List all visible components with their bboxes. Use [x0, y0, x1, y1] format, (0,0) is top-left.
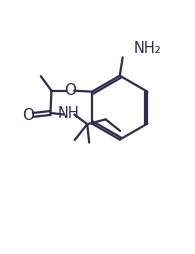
Text: O: O — [64, 83, 76, 98]
Text: NH: NH — [58, 106, 80, 121]
Text: NH₂: NH₂ — [133, 41, 161, 56]
Text: O: O — [23, 108, 35, 123]
